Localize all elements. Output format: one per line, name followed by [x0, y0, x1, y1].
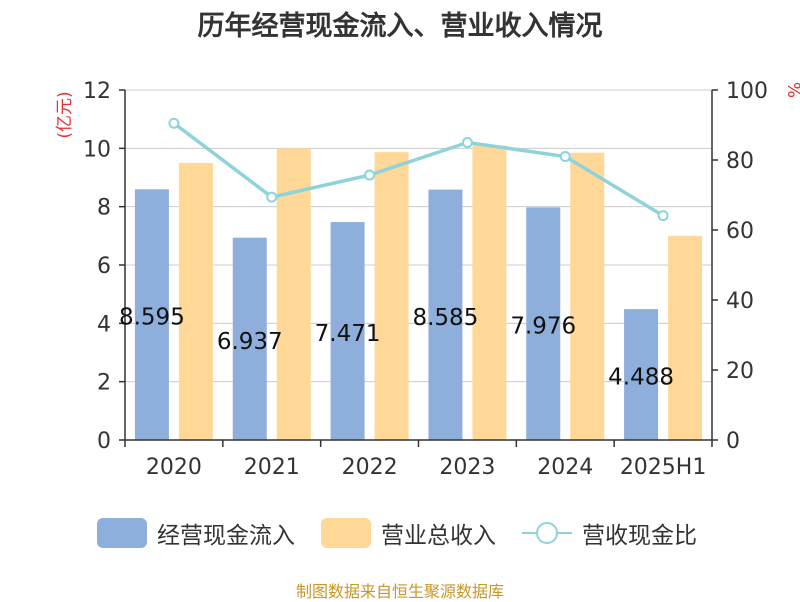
point-ratio: [559, 151, 571, 162]
legend-line-ratio: [522, 518, 572, 548]
legend-item-cash-inflow[interactable]: 经营现金流入: [97, 515, 295, 551]
legend-label-revenue: 营业总收入: [381, 523, 496, 549]
data-label-cash-inflow: 7.471: [315, 321, 381, 347]
left-tick-label: 6: [97, 254, 111, 279]
chart-title: 历年经营现金流入、营业收入情况: [197, 11, 603, 42]
bar-cash-inflow: [624, 309, 659, 440]
x-tick-label: 2024: [537, 455, 593, 480]
bar-cash-inflow: [526, 207, 561, 440]
x-tick-label: 2020: [146, 455, 202, 480]
legend: 经营现金流入 营业总收入 营收现金比: [0, 515, 800, 551]
line-series: [168, 117, 669, 222]
grid-lines: [125, 89, 712, 383]
bar-cash-inflow: [232, 237, 267, 440]
right-tick-label: 60: [726, 219, 754, 244]
legend-item-ratio[interactable]: 营收现金比: [522, 515, 697, 551]
bar-revenue: [668, 235, 703, 440]
bar-revenue: [374, 152, 409, 440]
point-ratio: [461, 137, 473, 148]
legend-item-revenue[interactable]: 营业总收入: [321, 515, 496, 551]
bar-series: [134, 145, 703, 441]
legend-swatch-revenue: [321, 518, 371, 548]
legend-label-cash-inflow: 经营现金流入: [157, 523, 295, 549]
bar-revenue: [472, 145, 507, 440]
bar-revenue: [570, 152, 605, 441]
data-labels: 8.595 6.937 7.471 8.585 7.976 4.488: [119, 305, 674, 391]
data-label-cash-inflow: 8.585: [412, 305, 478, 331]
axes: 0 2 4 6 8 10 12 0 20 40 60 80 100 (亿元)% 2020 2021 2022 20…: [55, 79, 800, 480]
data-label-cash-inflow: 8.595: [119, 305, 185, 331]
left-tick-label: 0: [97, 429, 111, 454]
left-tick-label: 8: [97, 196, 111, 221]
bar-cash-inflow: [134, 189, 169, 440]
right-tick-label: 0: [726, 429, 740, 454]
point-ratio: [266, 191, 278, 203]
data-label-cash-inflow: 4.488: [608, 365, 674, 391]
x-tick-label: 2025H1: [620, 455, 707, 480]
point-ratio: [657, 210, 669, 222]
data-label-cash-inflow: 6.937: [217, 329, 283, 355]
point-ratio: [168, 117, 180, 129]
left-tick-label: 10: [83, 137, 111, 162]
point-ratio: [364, 169, 376, 181]
right-tick-label: 80: [726, 149, 754, 174]
legend-swatch-cash-inflow: [97, 518, 147, 548]
bar-cash-inflow: [428, 189, 463, 440]
bar-revenue: [178, 162, 213, 440]
bar-cash-inflow: [330, 222, 365, 440]
left-axis-label: (亿元): [55, 91, 75, 138]
right-axis-label: %: [783, 82, 800, 98]
left-tick-label: 4: [97, 312, 111, 337]
right-tick-label: 100: [726, 79, 768, 104]
bar-revenue: [276, 148, 311, 441]
right-tick-label: 40: [726, 289, 754, 314]
data-label-cash-inflow: 7.976: [510, 314, 576, 340]
legend-label-ratio: 营收现金比: [582, 523, 697, 549]
x-tick-label: 2021: [244, 455, 300, 480]
x-tick-label: 2022: [342, 455, 398, 480]
left-tick-label: 12: [83, 79, 111, 104]
footer-source: 制图数据来自恒生聚源数据库: [295, 582, 504, 601]
left-tick-label: 2: [97, 371, 111, 396]
right-tick-label: 20: [726, 359, 754, 384]
line-ratio: [172, 121, 664, 218]
x-tick-label: 2023: [439, 455, 495, 480]
